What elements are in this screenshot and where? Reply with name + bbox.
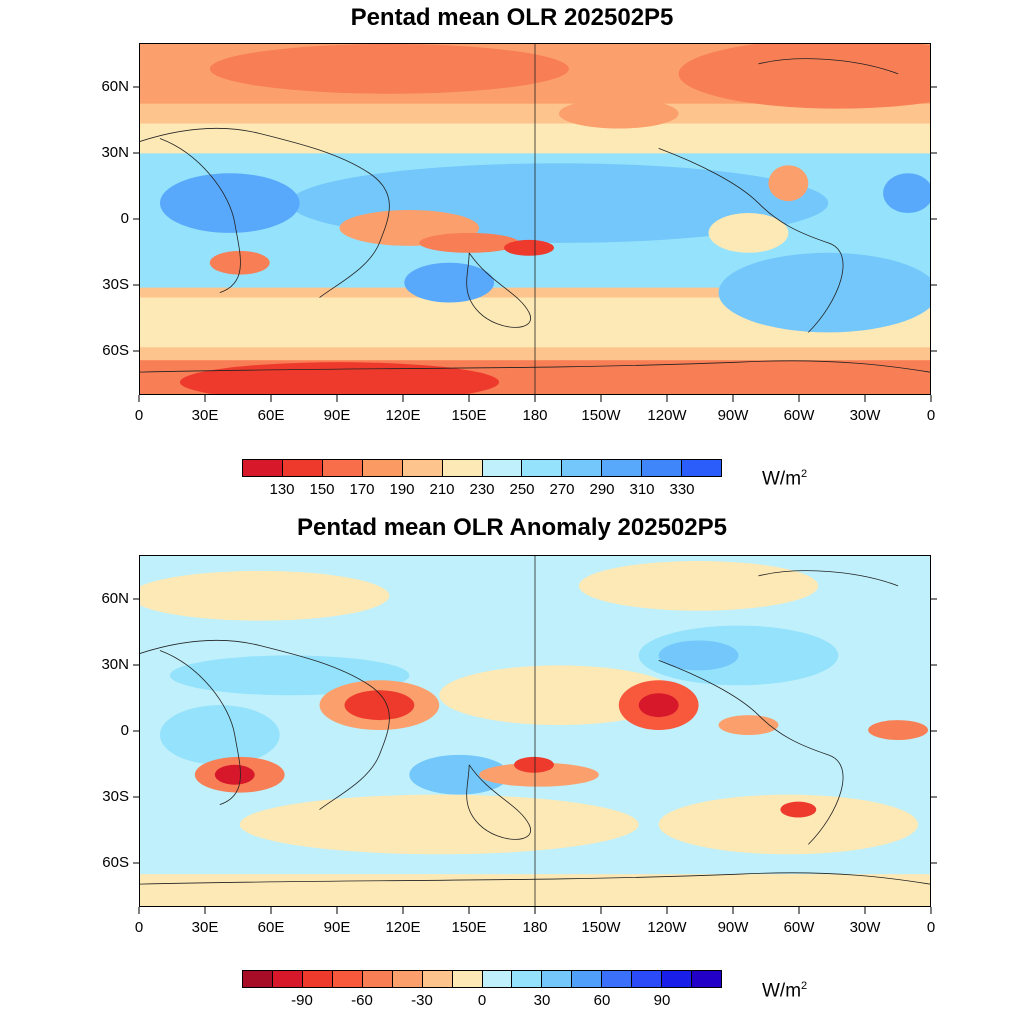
olr-anomaly-map — [139, 555, 931, 907]
colorbar-swatch — [302, 971, 333, 987]
colorbar-tick-label: 190 — [389, 481, 415, 498]
x-tick-label: 0 — [134, 919, 144, 936]
colorbar-swatch — [282, 460, 323, 476]
x-tick-label: 90W — [717, 407, 749, 424]
colorbar-tick-label: 330 — [669, 481, 695, 498]
x-tick-label: 90E — [323, 919, 351, 936]
colorbar-swatch — [562, 460, 603, 476]
colorbar-tick-label: 60 — [593, 992, 611, 1009]
coastlines-anomaly — [140, 556, 930, 906]
panel1-title: Pentad mean OLR 202502P5 — [350, 4, 674, 31]
colorbar-tick-label: 310 — [629, 481, 655, 498]
y-tick-label: 0 — [120, 210, 129, 227]
panel2-unit: W/m2 — [762, 980, 808, 1002]
x-tick-label: 60E — [257, 407, 285, 424]
y-tick-label: 0 — [120, 722, 129, 739]
y-tick-label: 30N — [101, 144, 129, 161]
colorbar-swatch — [272, 971, 303, 987]
colorbar-swatch — [332, 971, 363, 987]
colorbar-swatch — [402, 460, 443, 476]
x-tick-label: 120E — [385, 407, 421, 424]
x-tick-label: 120W — [647, 407, 687, 424]
panel2-title: Pentad mean OLR Anomaly 202502P5 — [297, 514, 727, 541]
colorbar-swatch — [362, 971, 393, 987]
colorbar-swatch — [243, 971, 273, 987]
colorbar-swatch — [512, 971, 543, 987]
x-tick-label: 120E — [385, 919, 421, 936]
x-tick-label: 150E — [451, 919, 487, 936]
x-tick-label: 30W — [849, 919, 881, 936]
x-tick-label: 180 — [522, 919, 548, 936]
x-tick-label: 180 — [522, 407, 548, 424]
x-tick-label: 60W — [783, 919, 815, 936]
colorbar-tick-label: 230 — [469, 481, 495, 498]
y-tick-label: 30N — [101, 656, 129, 673]
x-tick-label: 30E — [191, 407, 219, 424]
colorbar-tick-label: 290 — [589, 481, 615, 498]
colorbar-swatch — [482, 971, 513, 987]
colorbar-swatch — [422, 971, 453, 987]
colorbar-swatch — [602, 971, 633, 987]
x-tick-label: 120W — [647, 919, 687, 936]
y-tick-label: 30S — [102, 788, 129, 805]
y-tick-label: 60S — [102, 854, 129, 871]
y-tick-label: 60N — [101, 78, 129, 95]
olr-mean-map — [139, 43, 931, 395]
colorbar-swatch — [602, 460, 643, 476]
colorbar-swatch — [522, 460, 563, 476]
colorbar-tick-label: 210 — [429, 481, 455, 498]
olr-mean-colorbar — [242, 459, 722, 477]
colorbar-tick-label: 30 — [533, 992, 551, 1009]
x-tick-label: 0 — [926, 919, 936, 936]
x-tick-label: 150W — [581, 407, 621, 424]
y-tick-label: 60N — [101, 590, 129, 607]
y-tick-label: 30S — [102, 276, 129, 293]
colorbar-tick-label: -60 — [351, 992, 373, 1009]
colorbar-tick-label: -30 — [411, 992, 433, 1009]
x-tick-label: 90W — [717, 919, 749, 936]
colorbar-tick-label: 130 — [269, 481, 295, 498]
x-tick-label: 90E — [323, 407, 351, 424]
x-tick-label: 60E — [257, 919, 285, 936]
colorbar-swatch — [482, 460, 523, 476]
colorbar-swatch — [392, 971, 423, 987]
colorbar-tick-label: 150 — [309, 481, 335, 498]
colorbar-swatch — [632, 971, 663, 987]
colorbar-tick-label: 90 — [653, 992, 671, 1009]
x-tick-label: 150W — [581, 919, 621, 936]
colorbar-tick-label: 170 — [349, 481, 375, 498]
x-tick-label: 0 — [926, 407, 936, 424]
colorbar-tick-label: 270 — [549, 481, 575, 498]
colorbar-tick-label: 250 — [509, 481, 535, 498]
colorbar-swatch — [642, 460, 683, 476]
colorbar-swatch — [452, 971, 483, 987]
colorbar-swatch — [442, 460, 483, 476]
x-tick-label: 60W — [783, 407, 815, 424]
y-tick-label: 60S — [102, 342, 129, 359]
colorbar-swatch — [362, 460, 403, 476]
colorbar-tick-label: 0 — [477, 992, 487, 1009]
colorbar-swatch — [542, 971, 573, 987]
colorbar-swatch — [662, 971, 693, 987]
coastlines — [140, 44, 930, 394]
x-tick-label: 150E — [451, 407, 487, 424]
colorbar-swatch — [682, 460, 722, 476]
x-tick-label: 30E — [191, 919, 219, 936]
olr-anomaly-colorbar — [242, 970, 722, 988]
colorbar-swatch — [572, 971, 603, 987]
panel1-unit: W/m2 — [762, 468, 808, 490]
x-tick-label: 0 — [134, 407, 144, 424]
colorbar-swatch — [243, 460, 283, 476]
x-tick-label: 30W — [849, 407, 881, 424]
colorbar-swatch — [692, 971, 721, 987]
colorbar-tick-label: -90 — [291, 992, 313, 1009]
colorbar-swatch — [322, 460, 363, 476]
